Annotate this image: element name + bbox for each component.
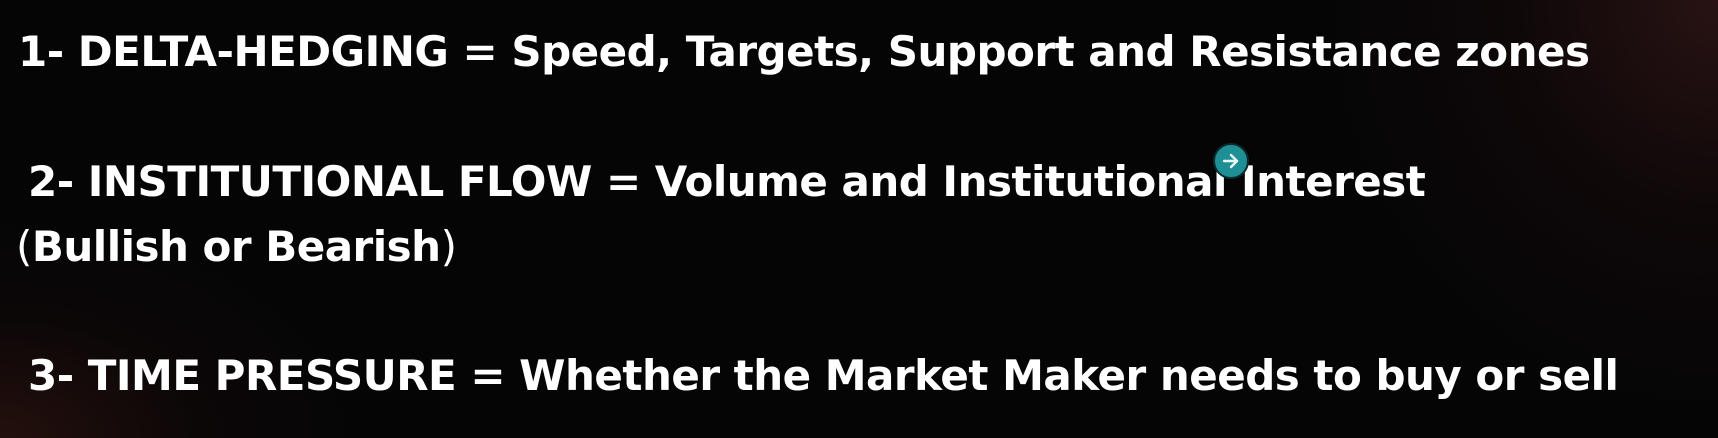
point-3-time-pressure: 3- TIME PRESSURE = Whether the Market Ma… (28, 351, 1619, 400)
point-2-continuation: (Bullish or Bearish) (16, 221, 457, 273)
arrow-right-circle-icon[interactable] (1213, 143, 1249, 179)
close-parenthesis: ) (440, 222, 457, 271)
open-parenthesis: ( (16, 222, 32, 271)
arrow-right-glyph (1222, 153, 1239, 169)
point-1-delta-hedging: 1- DELTA-HEDGING = Speed, Targets, Suppo… (18, 27, 1590, 76)
bullish-or-bearish-text: Bullish or Bearish (31, 222, 441, 271)
point-2-institutional-flow: 2- INSTITUTIONAL FLOW = Volume and Insti… (28, 157, 1426, 206)
